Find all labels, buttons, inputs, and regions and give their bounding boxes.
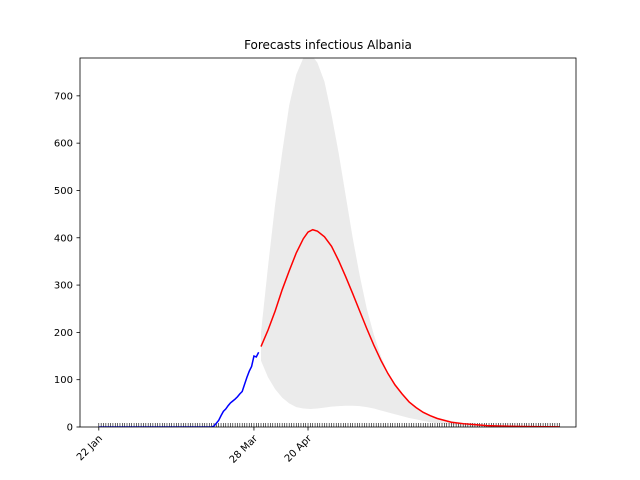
observed-series-line — [98, 351, 260, 427]
axes-frame — [79, 57, 577, 428]
y-tick-label: 400 — [54, 233, 73, 244]
forecast-series-line — [260, 228, 560, 427]
y-axis: 0 100 200 300 400 500 600 700 — [54, 91, 80, 434]
y-tick-label: 500 — [54, 186, 73, 197]
forecast-confidence-band — [261, 58, 560, 427]
chart-title: Forecasts infectious Albania — [244, 38, 412, 52]
y-tick-label: 300 — [54, 281, 73, 292]
y-tick-label: 200 — [54, 328, 73, 339]
y-tick-label: 100 — [54, 375, 73, 386]
plot-area — [79, 57, 577, 428]
y-tick-label: 600 — [54, 139, 73, 150]
y-tick-label: 700 — [54, 91, 73, 102]
y-tick-label: 0 — [67, 423, 73, 434]
